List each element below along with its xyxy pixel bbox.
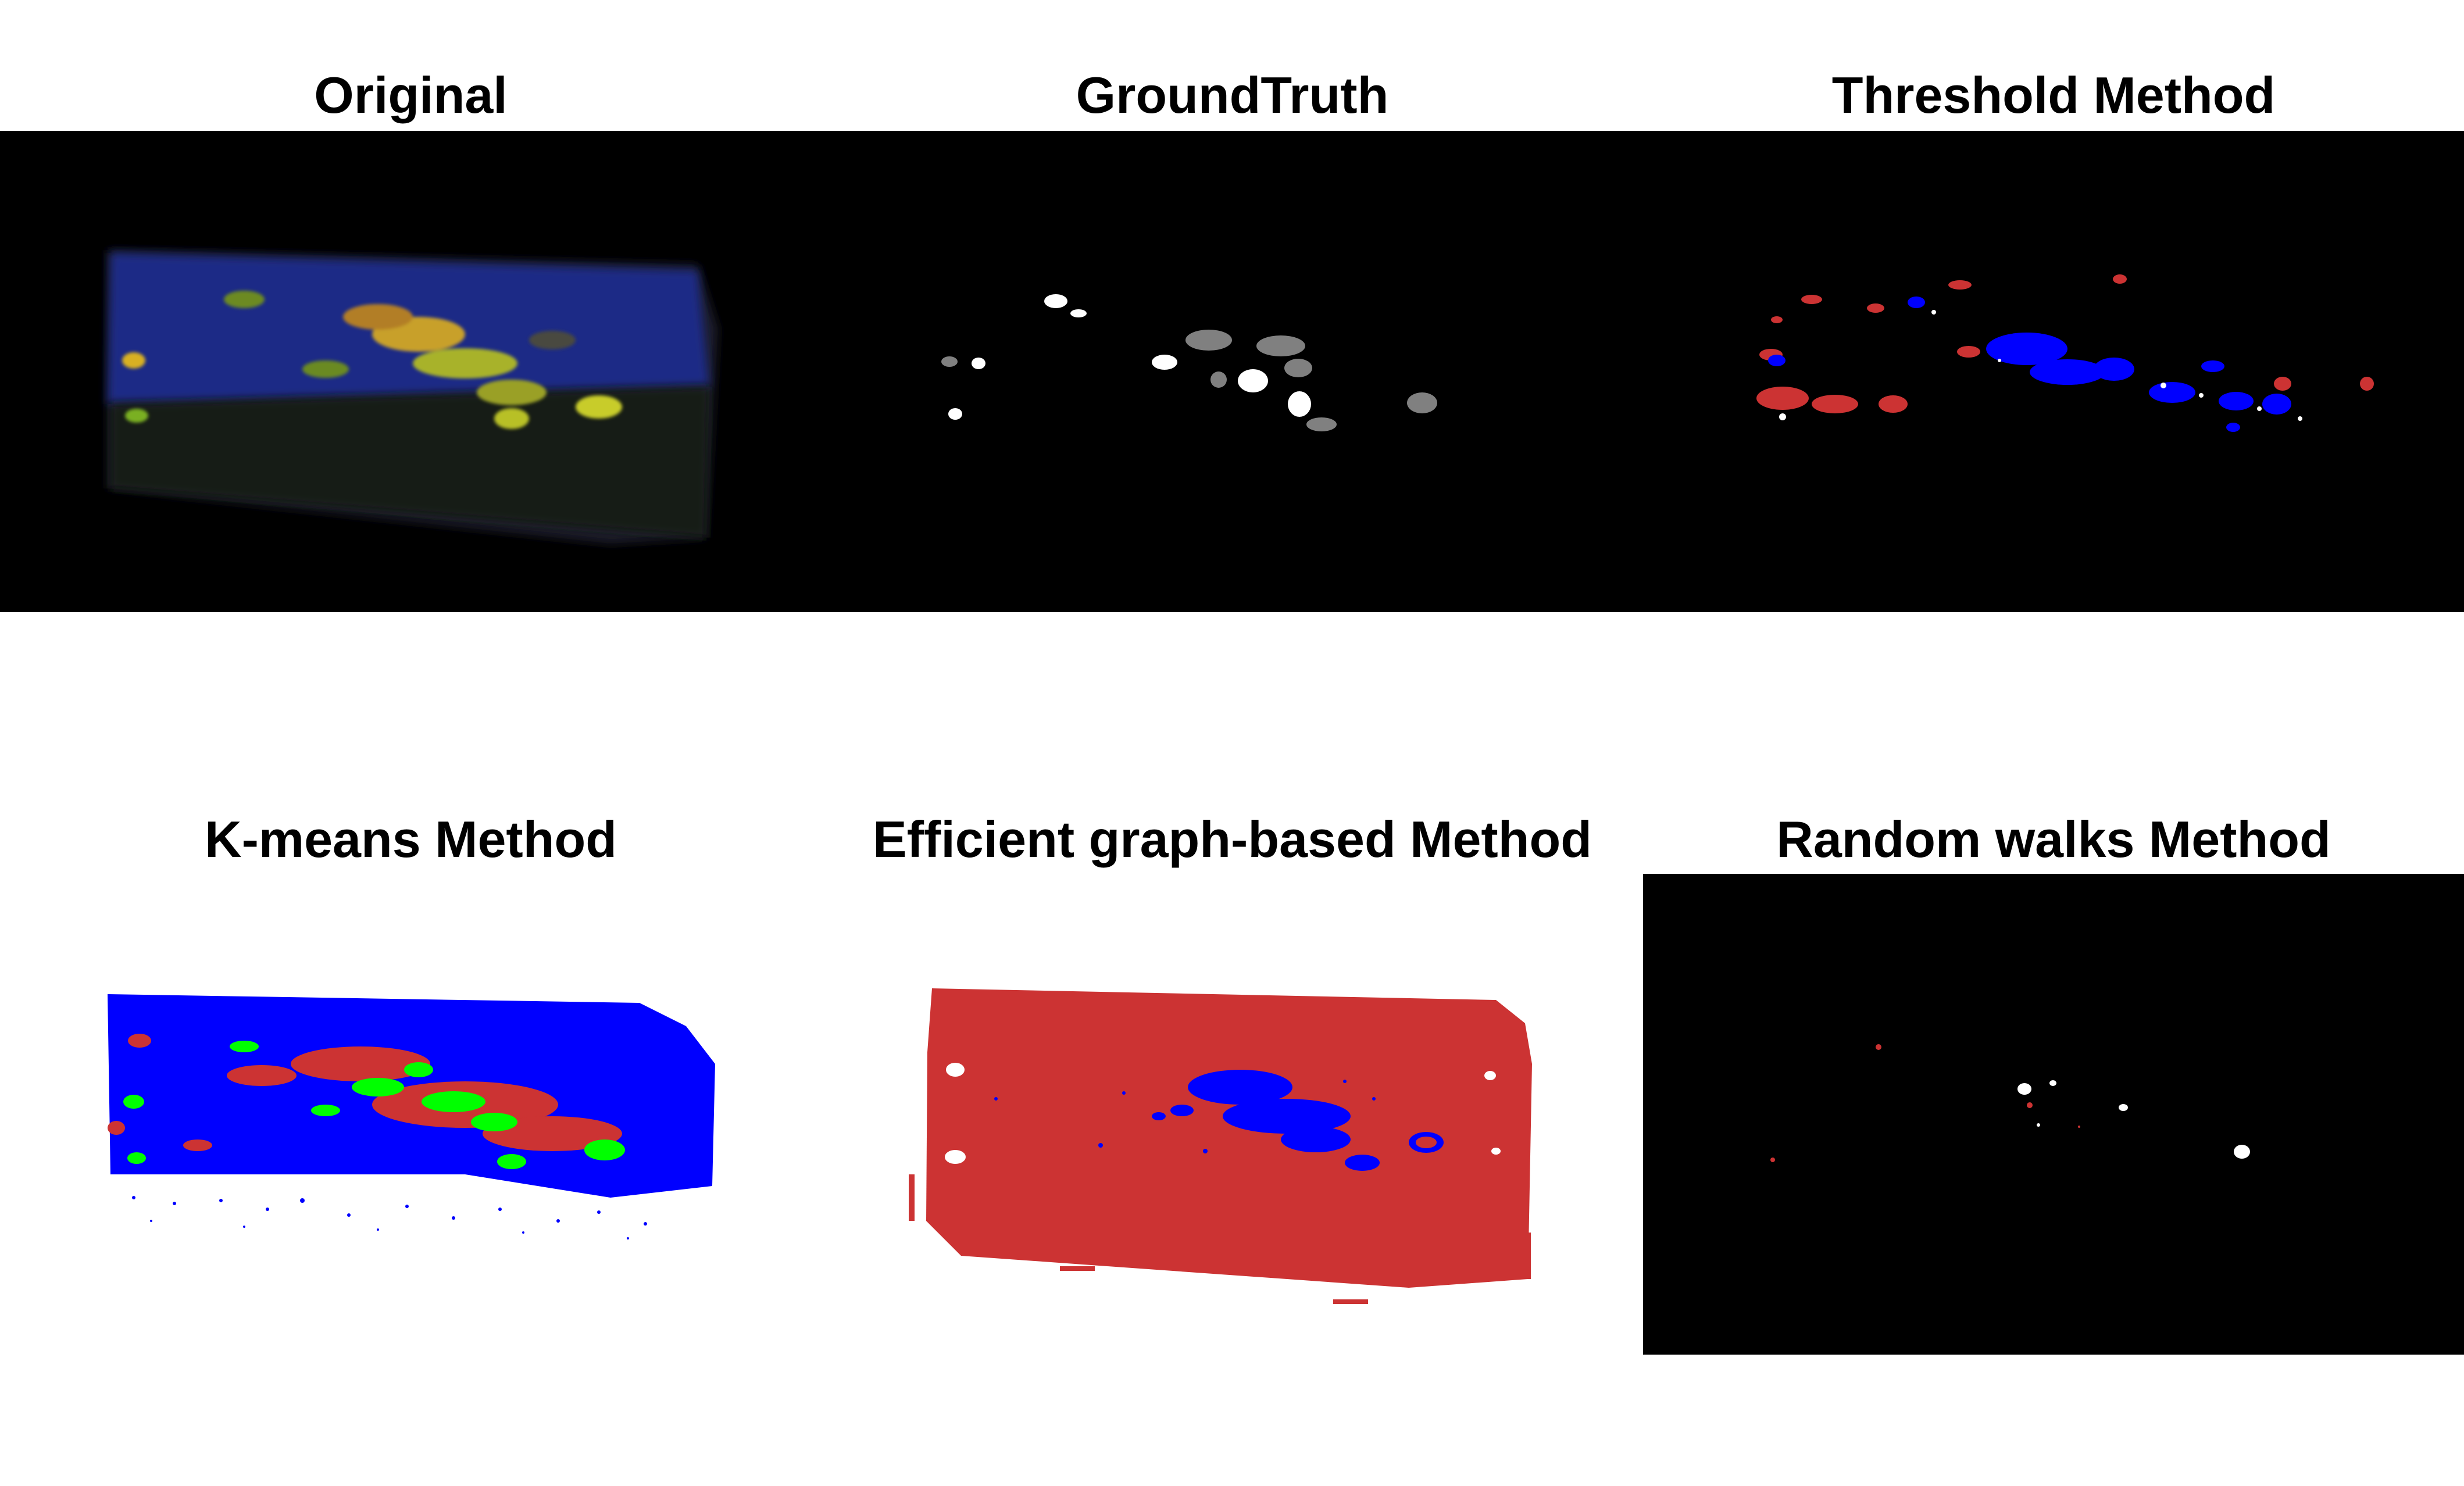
panel-title-original: Original bbox=[314, 66, 508, 124]
panel-title-graph-based: Efficient graph-based Method bbox=[873, 810, 1592, 868]
original-image bbox=[0, 131, 822, 612]
groundtruth-image bbox=[822, 131, 1643, 612]
panel-title-groundtruth: GroundTruth bbox=[1076, 66, 1389, 124]
panel-title-random-walks: Random walks Method bbox=[1776, 810, 2331, 868]
kmeans-method-image bbox=[0, 872, 822, 1353]
panel-title-kmeans: K-means Method bbox=[205, 810, 617, 868]
graph-based-method-image bbox=[822, 872, 1643, 1353]
random-walks-method-image bbox=[1643, 874, 2464, 1355]
panel-title-threshold: Threshold Method bbox=[1831, 66, 2276, 124]
threshold-method-image bbox=[1643, 131, 2464, 612]
